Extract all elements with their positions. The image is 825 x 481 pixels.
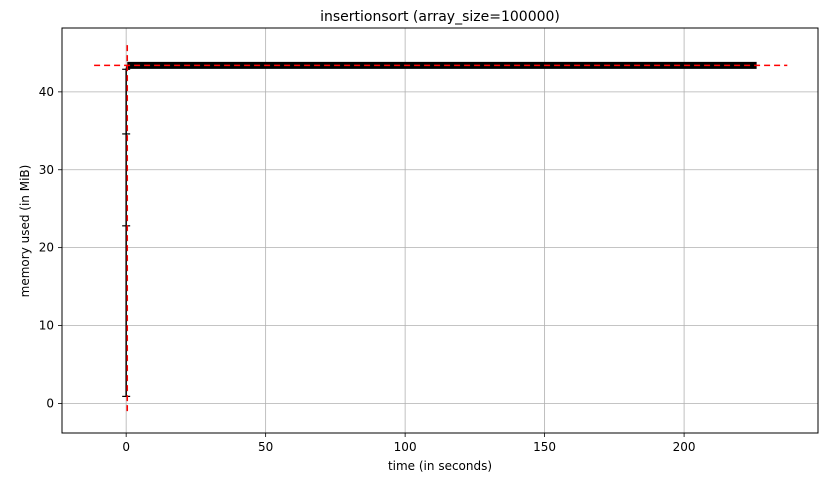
- x-tick-label: 150: [533, 440, 556, 454]
- x-axis-label: time (in seconds): [388, 459, 492, 473]
- y-tick-label: 10: [39, 319, 54, 333]
- x-axis-ticks: 0 50 100 150 200: [122, 433, 696, 454]
- x-tick-label: 100: [394, 440, 417, 454]
- grid-lines: [62, 28, 818, 433]
- max-markers: [94, 45, 788, 414]
- y-axis-ticks: 0 10 20 30 40: [39, 85, 62, 410]
- y-tick-label: 0: [46, 396, 54, 410]
- y-tick-label: 20: [39, 241, 54, 255]
- x-tick-label: 50: [258, 440, 273, 454]
- x-tick-label: 0: [122, 440, 130, 454]
- y-tick-label: 30: [39, 163, 54, 177]
- x-tick-label: 200: [673, 440, 696, 454]
- y-axis-label: memory used (in MiB): [18, 165, 32, 298]
- y-tick-label: 40: [39, 85, 54, 99]
- chart-title: insertionsort (array_size=100000): [320, 9, 560, 25]
- plot-frame: [61, 27, 819, 434]
